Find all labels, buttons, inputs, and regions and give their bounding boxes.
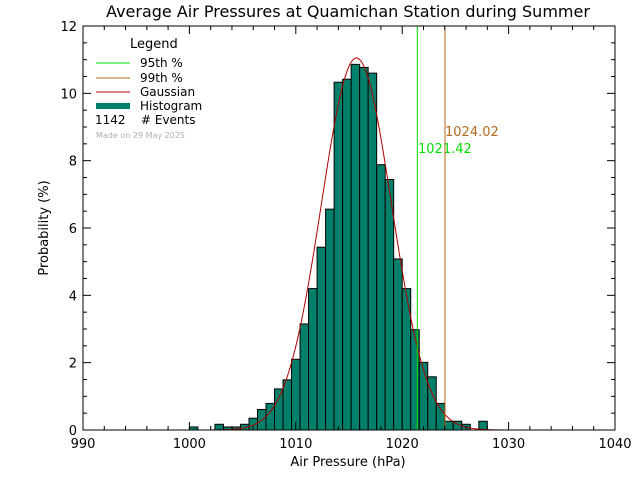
histogram-bar [325, 208, 335, 431]
histogram-bar [367, 72, 378, 431]
histogram-bar [410, 329, 420, 431]
y-axis-title: Probability (%) [37, 180, 52, 275]
histogram-bar [359, 66, 369, 431]
y-tick-label: 12 [60, 20, 77, 35]
y-tick-label: 0 [69, 424, 77, 439]
y-tick-label: 6 [69, 222, 77, 237]
y-tick-label: 8 [69, 155, 77, 170]
histogram-bar [478, 420, 488, 431]
histogram-bar [418, 361, 429, 431]
histogram-bar [435, 402, 446, 431]
histogram-bar [214, 423, 224, 431]
histogram-bar [342, 78, 352, 431]
axis-ticks: 990 1000 1010 1020 1030 1040 0 2 4 6 8 10 12 [60, 20, 631, 452]
legend-swatch-histogram [96, 103, 130, 109]
histogram-bar [350, 63, 361, 431]
x-tick-label: 1010 [279, 437, 312, 452]
histogram-bar [274, 388, 284, 431]
histogram-bar [282, 379, 293, 431]
x-tick-label: 1000 [173, 437, 206, 452]
legend-label-p95: 95th % [140, 56, 183, 70]
events-label: # Events [141, 113, 196, 127]
histogram-bar [291, 358, 301, 431]
x-axis-title: Air Pressure (hPa) [290, 455, 405, 470]
x-tick-label: 1030 [492, 437, 525, 452]
histogram-bar [393, 258, 403, 431]
legend-title: Legend [130, 37, 178, 52]
chart-title: Average Air Pressures at Quamichan Stati… [106, 2, 590, 21]
legend: Legend 95th % 99th % Gaussian Histogram … [95, 37, 202, 140]
histogram-bar [308, 288, 318, 431]
legend-label-histogram: Histogram [140, 99, 202, 113]
histogram-bar [444, 420, 454, 431]
histogram-bars [188, 63, 488, 431]
x-tick-label: 990 [71, 437, 96, 452]
histogram-bar [299, 323, 310, 431]
legend-label-p99: 99th % [140, 71, 183, 85]
histogram-bar [384, 179, 395, 431]
percentile-label: 1024.02 [445, 125, 499, 140]
x-tick-label: 1040 [598, 437, 631, 452]
y-tick-label: 10 [60, 87, 77, 102]
histogram-bar [333, 81, 344, 431]
legend-label-gaussian: Gaussian [140, 85, 195, 99]
y-tick-label: 2 [69, 357, 77, 372]
x-tick-label: 1020 [386, 437, 419, 452]
histogram-bar [376, 164, 386, 431]
histogram-bar [316, 246, 327, 431]
y-tick-label: 4 [69, 289, 77, 304]
events-count: 1142 [95, 113, 126, 127]
made-on-note: Made on 29 May 2025 [96, 131, 185, 140]
